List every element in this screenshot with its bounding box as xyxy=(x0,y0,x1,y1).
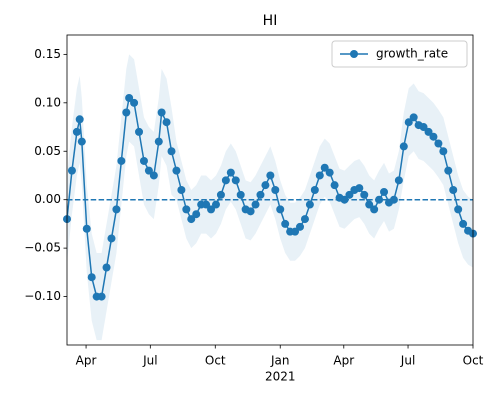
y-tick-label: −0.10 xyxy=(24,289,61,303)
marker xyxy=(117,156,126,165)
marker xyxy=(139,156,148,165)
marker xyxy=(72,127,81,136)
marker xyxy=(107,234,116,243)
x-tick-label: Apr xyxy=(76,354,97,368)
marker xyxy=(330,181,339,190)
marker xyxy=(315,171,324,180)
marker xyxy=(172,166,181,175)
marker xyxy=(320,163,329,172)
marker xyxy=(144,166,153,175)
marker xyxy=(135,127,144,136)
marker xyxy=(276,205,285,214)
marker xyxy=(211,200,220,209)
x-tick-label: Oct xyxy=(463,354,484,368)
marker xyxy=(177,186,186,194)
marker xyxy=(444,166,453,175)
marker xyxy=(231,176,240,185)
x-tick-label: Jul xyxy=(142,354,157,368)
marker xyxy=(449,186,458,194)
marker xyxy=(409,113,418,122)
x-tick-label: Jul xyxy=(400,354,415,368)
marker xyxy=(246,207,255,216)
marker xyxy=(192,210,201,219)
legend-marker xyxy=(350,50,358,58)
marker xyxy=(149,171,158,180)
marker xyxy=(281,219,290,228)
marker xyxy=(419,123,428,132)
marker xyxy=(340,195,349,204)
marker xyxy=(266,171,275,180)
y-tick-label: 0.05 xyxy=(34,144,61,158)
marker xyxy=(429,132,438,141)
marker xyxy=(380,187,389,196)
marker xyxy=(404,118,413,127)
marker xyxy=(454,205,463,214)
marker xyxy=(112,205,121,214)
marker xyxy=(360,190,369,199)
marker xyxy=(261,181,270,190)
marker xyxy=(439,147,448,156)
marker xyxy=(75,115,84,124)
marker xyxy=(67,166,76,175)
marker xyxy=(154,137,163,146)
x-tick-label: Oct xyxy=(205,354,226,368)
legend-label: growth_rate xyxy=(376,47,448,61)
marker xyxy=(251,200,260,209)
marker xyxy=(87,273,96,282)
chart-title: HI xyxy=(263,13,278,29)
marker xyxy=(162,118,171,127)
marker xyxy=(300,215,309,224)
confidence-band xyxy=(67,54,473,341)
marker xyxy=(365,200,374,209)
marker xyxy=(305,200,314,209)
marker xyxy=(102,263,111,272)
marker xyxy=(122,108,131,117)
marker xyxy=(207,205,216,214)
marker xyxy=(375,195,384,204)
marker xyxy=(424,127,433,136)
marker xyxy=(325,168,334,177)
marker xyxy=(291,227,300,236)
marker xyxy=(271,186,280,194)
marker xyxy=(256,190,265,199)
x-tick-label: Apr xyxy=(333,354,354,368)
marker xyxy=(77,137,86,146)
marker xyxy=(82,224,91,233)
legend-box xyxy=(331,40,468,68)
marker xyxy=(167,147,176,156)
marker xyxy=(296,222,305,231)
marker xyxy=(459,219,468,228)
marker xyxy=(370,205,379,214)
plot-frame xyxy=(66,34,474,346)
marker xyxy=(125,93,134,102)
marker xyxy=(310,186,319,194)
y-tick-label: 0.10 xyxy=(34,95,61,109)
marker xyxy=(434,139,443,148)
y-tick-label: −0.05 xyxy=(24,241,61,255)
marker xyxy=(394,176,403,185)
y-tick-label: 0.00 xyxy=(34,192,61,206)
marker xyxy=(221,176,230,185)
x-year-label: 2021 xyxy=(265,370,296,384)
marker xyxy=(187,215,196,224)
marker xyxy=(389,195,398,204)
marker xyxy=(236,190,245,199)
marker xyxy=(130,98,139,107)
y-tick-label: 0.15 xyxy=(34,47,61,61)
marker xyxy=(157,108,166,117)
marker xyxy=(345,190,354,199)
marker xyxy=(399,142,408,151)
marker xyxy=(216,190,225,199)
marker xyxy=(182,205,191,214)
marker xyxy=(355,184,364,193)
x-tick-label: Jan xyxy=(270,354,290,368)
marker xyxy=(97,292,106,301)
marker xyxy=(226,168,235,177)
marker xyxy=(202,200,211,209)
